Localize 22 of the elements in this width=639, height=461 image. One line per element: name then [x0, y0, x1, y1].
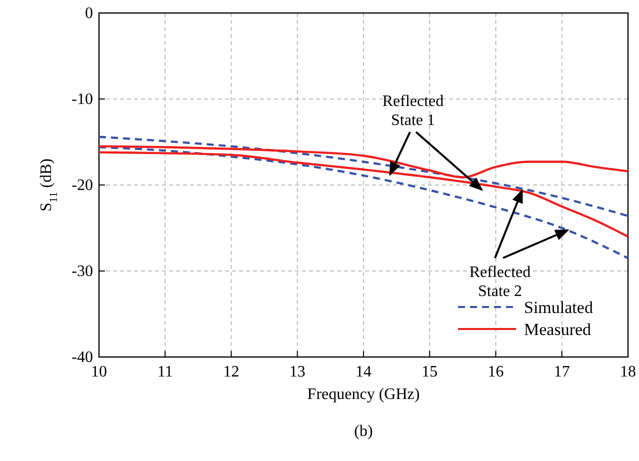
legend-label: Measured	[524, 320, 592, 339]
line-series	[98, 136, 630, 218]
x-tick-label: 14	[356, 363, 372, 380]
x-tick-label: 15	[422, 363, 438, 380]
x-tick-label: 16	[488, 363, 504, 380]
line-series	[98, 146, 630, 260]
annotation: Reflected State 2	[469, 264, 531, 300]
y-tick-label: 0	[85, 5, 93, 22]
x-tick-label: 12	[223, 363, 240, 380]
x-tick-label: 10	[91, 363, 107, 380]
x-tick-label: 18	[620, 363, 636, 380]
annotation: Reflected State 1	[382, 93, 444, 129]
legend-label: Simulated	[524, 298, 594, 317]
y-tick-label: -10	[72, 91, 93, 108]
x-tick-label: 11	[157, 363, 173, 380]
y-tick-label: -40	[72, 349, 93, 366]
x-tick-label: 17	[554, 363, 570, 380]
text: (b)	[354, 423, 373, 440]
y-tick-label: -20	[72, 177, 93, 194]
x-axis-title: Frequency (GHz)	[307, 386, 420, 403]
x-tick-label: 13	[289, 363, 306, 380]
y-tick-label: -30	[72, 263, 93, 280]
